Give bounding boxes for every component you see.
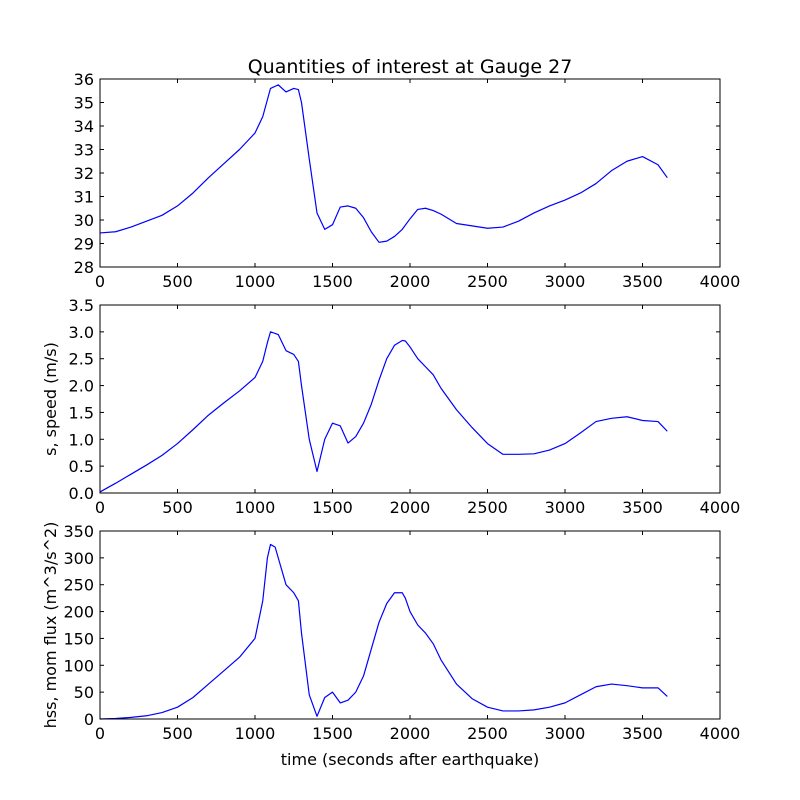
y-tick-label: 250 (63, 576, 94, 595)
x-tick-label: 4000 (700, 498, 741, 517)
y-tick-label: 1.5 (69, 403, 94, 422)
series-line-1-0 (99, 331, 668, 493)
x-tick-label: 1500 (312, 272, 353, 291)
x-tick-label: 500 (162, 272, 193, 291)
y-tick-label: 36 (74, 70, 94, 89)
y-tick-label: 3.0 (69, 323, 94, 342)
x-tick-label: 500 (162, 724, 193, 743)
y-tick-label: 0 (84, 710, 94, 729)
x-tick-label: 0 (95, 272, 105, 291)
y-tick-label: 29 (74, 235, 94, 254)
y-tick-label: 34 (74, 117, 94, 136)
x-tick-label: 1000 (235, 498, 276, 517)
x-tick-label: 1500 (312, 724, 353, 743)
x-tick-label: 0 (95, 498, 105, 517)
momentum-flux-panel: 0 500 1000 1500 2000 2500 3000 3500 4000 0 50 100 15… (41, 522, 740, 743)
x-tick-label: 2500 (467, 724, 508, 743)
x-tick-label: 0 (95, 724, 105, 743)
x-tick-label: 4000 (700, 272, 741, 291)
x-tick-label: 3500 (622, 724, 663, 743)
y-tick-label: 2.5 (69, 350, 94, 369)
y-tick-label: 30 (74, 211, 94, 230)
y-tick-label: 350 (63, 522, 94, 541)
plot-frame (99, 304, 721, 494)
y-tick-label: 32 (74, 164, 94, 183)
y-tick-label: 0.5 (69, 457, 94, 476)
y-tick-label: 100 (63, 656, 94, 675)
y-tick-label: 0.0 (69, 484, 94, 503)
y-tick-label: 200 (63, 603, 94, 622)
x-tick-label: 2000 (390, 724, 431, 743)
y-tick-label: 31 (74, 188, 94, 207)
x-tick-label: 1000 (235, 724, 276, 743)
y-axis-label: hss, mom flux (m^3/s^2) (41, 522, 60, 729)
plot-frame (99, 530, 721, 720)
series-line-2-0 (99, 543, 668, 720)
y-axis-label: s, speed (m/s) (41, 342, 60, 456)
x-tick-label: 3000 (545, 724, 586, 743)
plot-frame (99, 78, 721, 268)
y-tick-label: 50 (74, 683, 94, 702)
x-tick-label: 4000 (700, 724, 741, 743)
gauge-surface-panel: 0 500 1000 1500 2000 2500 3000 3500 4000 28 29 30 31… (74, 70, 741, 291)
x-tick-label: 3500 (622, 498, 663, 517)
chart-title: Quantities of interest at Gauge 27 (248, 56, 573, 78)
y-tick-label: 3.5 (69, 296, 94, 315)
speed-panel: 0 500 1000 1500 2000 2500 3000 3500 4000 0.0 0.5 1.… (41, 296, 740, 517)
x-tick-label: 2500 (467, 272, 508, 291)
y-tick-label: 28 (74, 258, 94, 277)
y-tick-label: 2.0 (69, 377, 94, 396)
x-tick-label: 3500 (622, 272, 663, 291)
x-tick-label: 2500 (467, 498, 508, 517)
y-tick-label: 35 (74, 94, 94, 113)
x-tick-label: 2000 (390, 498, 431, 517)
x-axis-label: time (seconds after earthquake) (281, 750, 539, 769)
x-tick-label: 1000 (235, 272, 276, 291)
x-tick-label: 3000 (545, 498, 586, 517)
y-tick-label: 33 (74, 141, 94, 160)
y-tick-label: 300 (63, 549, 94, 568)
x-tick-label: 3000 (545, 272, 586, 291)
y-tick-label: 150 (63, 629, 94, 648)
x-tick-label: 2000 (390, 272, 431, 291)
series-line-0-0 (99, 84, 668, 243)
y-tick-label: 1.0 (69, 430, 94, 449)
x-tick-label: 1500 (312, 498, 353, 517)
x-tick-label: 500 (162, 498, 193, 517)
